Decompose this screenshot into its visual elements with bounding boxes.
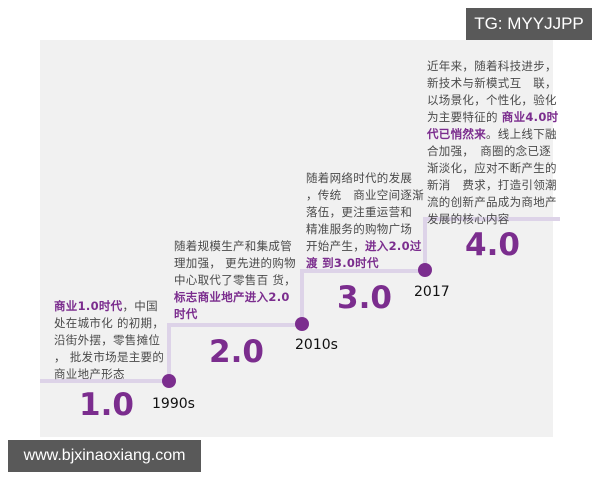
year-label-1990s: 1990s xyxy=(152,396,195,412)
step-line-4-vertical xyxy=(423,219,427,271)
step-line-2-vertical xyxy=(167,325,171,381)
watermark-bottom: www.bjxinaoxiang.com xyxy=(8,440,201,472)
step-line-3-vertical xyxy=(300,271,304,325)
era-label-2-0: 2.0 xyxy=(209,334,264,370)
step-line-1-horizontal xyxy=(40,379,170,383)
era-label-4-0: 4.0 xyxy=(465,227,520,263)
era-label-3-0: 3.0 xyxy=(337,280,392,316)
step-line-2-horizontal xyxy=(167,323,303,327)
era-label-1-0: 1.0 xyxy=(79,387,134,423)
milestone-dot-2010s xyxy=(295,317,309,331)
watermark-top: TG: MYYJJPP xyxy=(466,8,592,40)
stage-2-highlight: 标志商业地产进入2.0 xyxy=(174,290,290,304)
milestone-dot-2017 xyxy=(418,263,432,277)
diagram-panel xyxy=(40,40,553,437)
stage-4-description: 近年来，随着科技进步， 新技术与新模式互 联， 以场景化，个性化，验化 为主要特… xyxy=(427,59,559,226)
stage-3-description: 随着网络时代的发展 ，传统 商业空间逐渐 落伍，更注重运营和 精准服务的购物广场… xyxy=(306,171,424,270)
stage-4-highlight: 商业4.0时 xyxy=(501,110,559,124)
stage-2-description: 随着规模生产和集成管 理加强， 更先进的购物 中心取代了零售百 货， 标志商业地… xyxy=(174,239,296,321)
stage-3-highlight: 进入2.0过 xyxy=(365,239,422,253)
step-line-3-horizontal xyxy=(300,269,426,273)
milestone-dot-1990s xyxy=(162,374,176,388)
stage-1-description: 商业1.0时代，中国 处在城市化 的初期， 沿街外摆，零售摊位 ， 批发市场是主… xyxy=(54,299,165,381)
year-label-2017: 2017 xyxy=(414,284,450,300)
step-line-4-horizontal xyxy=(423,217,560,221)
year-label-2010s: 2010s xyxy=(295,337,338,353)
stage-1-highlight: 商业1.0时代 xyxy=(54,299,123,313)
